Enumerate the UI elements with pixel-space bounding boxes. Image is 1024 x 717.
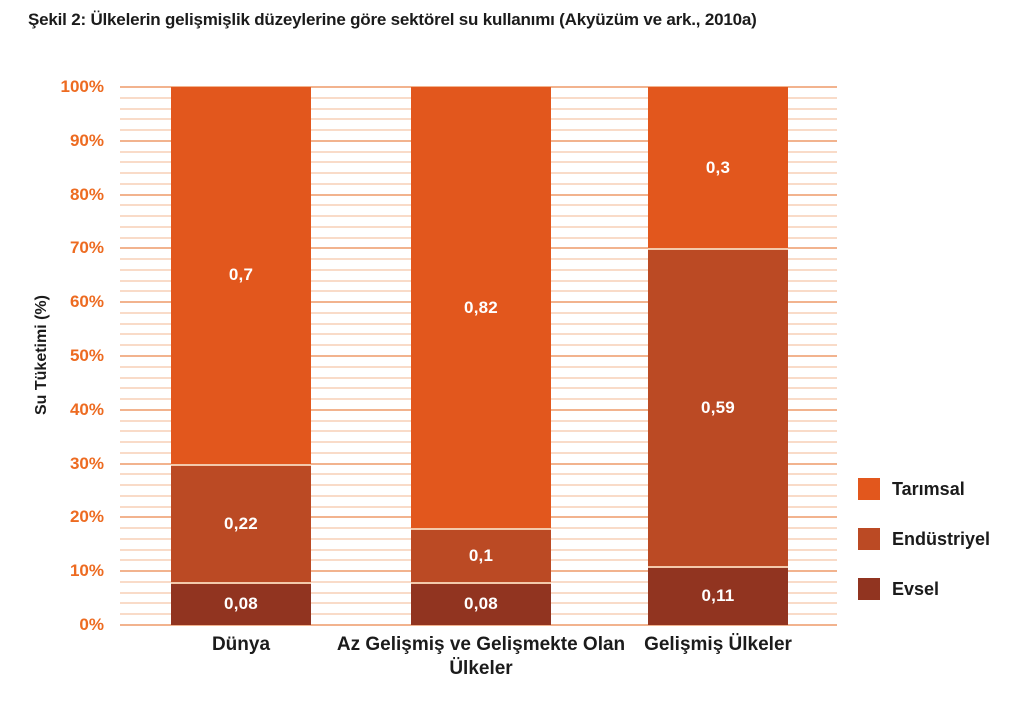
segment-evsel: 0,11 bbox=[648, 565, 788, 625]
segment-value-label: 0,08 bbox=[224, 594, 258, 614]
figure-title: Şekil 2: Ülkelerin gelişmişlik düzeyleri… bbox=[28, 10, 757, 29]
bar-2: 0,82 0,1 0,08 bbox=[411, 87, 551, 625]
y-tick-label: 10% bbox=[69, 561, 104, 581]
legend-label: Endüstriyel bbox=[892, 528, 991, 549]
y-tick-label: 20% bbox=[69, 507, 104, 527]
major-gridline bbox=[120, 624, 837, 626]
y-tick-label: 100% bbox=[60, 77, 104, 96]
bar-1: 0,7 0,22 0,08 bbox=[171, 87, 311, 625]
segment-value-label: 0,3 bbox=[705, 157, 731, 177]
legend-item-evsel: Evsel bbox=[858, 578, 990, 600]
legend-swatch bbox=[858, 478, 880, 500]
segment-value-label: 0,7 bbox=[228, 265, 254, 285]
y-axis-ticks: 0% 10% 20% 30% 40% 50% 60% 70% 80% 90% 100% bbox=[0, 77, 112, 634]
plot-area: 0,7 0,22 0,08 0,82 0,1 0,08 0,3 0,59 0,11 bbox=[120, 86, 837, 626]
y-tick-label: 70% bbox=[69, 238, 104, 258]
legend-item-tarımsal: Tarımsal bbox=[858, 478, 990, 500]
segment-evsel: 0,08 bbox=[411, 581, 551, 625]
legend-swatch bbox=[858, 528, 880, 550]
legend-swatch bbox=[858, 578, 880, 600]
segment-tarımsal: 0,7 bbox=[171, 87, 311, 464]
x-category-label: Dünya bbox=[211, 634, 271, 655]
y-tick-label: 30% bbox=[69, 453, 104, 473]
y-tick-label: 80% bbox=[69, 184, 104, 204]
segment-value-label: 0,11 bbox=[701, 586, 735, 606]
segment-value-label: 0,22 bbox=[224, 513, 258, 533]
x-category-label: Az Gelişmiş ve Gelişmekte Olan Ülkeler bbox=[336, 634, 626, 679]
y-tick-label: 90% bbox=[69, 130, 104, 150]
x-category-label: Gelişmiş Ülkeler bbox=[644, 634, 792, 655]
y-tick-label: 50% bbox=[69, 346, 104, 365]
segment-evsel: 0,08 bbox=[171, 581, 311, 625]
legend-label: Evsel bbox=[892, 578, 940, 599]
segment-endüstriyel: 0,59 bbox=[648, 248, 788, 566]
y-tick-label: 60% bbox=[69, 292, 104, 312]
y-tick-label: 40% bbox=[69, 399, 104, 419]
legend-label: Tarımsal bbox=[892, 478, 965, 499]
legend: Tarımsal Endüstriyel Evsel bbox=[858, 478, 990, 600]
major-gridline bbox=[120, 86, 837, 88]
x-axis-labels: Dünya Az Gelişmiş ve Gelişmekte Olan Ülke… bbox=[120, 633, 837, 693]
segment-value-label: 0,08 bbox=[464, 594, 498, 614]
segment-value-label: 0,1 bbox=[468, 546, 494, 566]
segment-tarımsal: 0,3 bbox=[648, 87, 788, 249]
segment-value-label: 0,82 bbox=[464, 297, 498, 317]
bar-3: 0,3 0,59 0,11 bbox=[648, 87, 788, 625]
y-tick-label: 0% bbox=[79, 615, 104, 634]
segment-tarımsal: 0,82 bbox=[411, 87, 551, 529]
segment-endüstriyel: 0,1 bbox=[411, 528, 551, 582]
legend-item-endüstriyel: Endüstriyel bbox=[858, 528, 990, 550]
segment-value-label: 0,59 bbox=[701, 398, 735, 418]
segment-endüstriyel: 0,22 bbox=[171, 463, 311, 582]
